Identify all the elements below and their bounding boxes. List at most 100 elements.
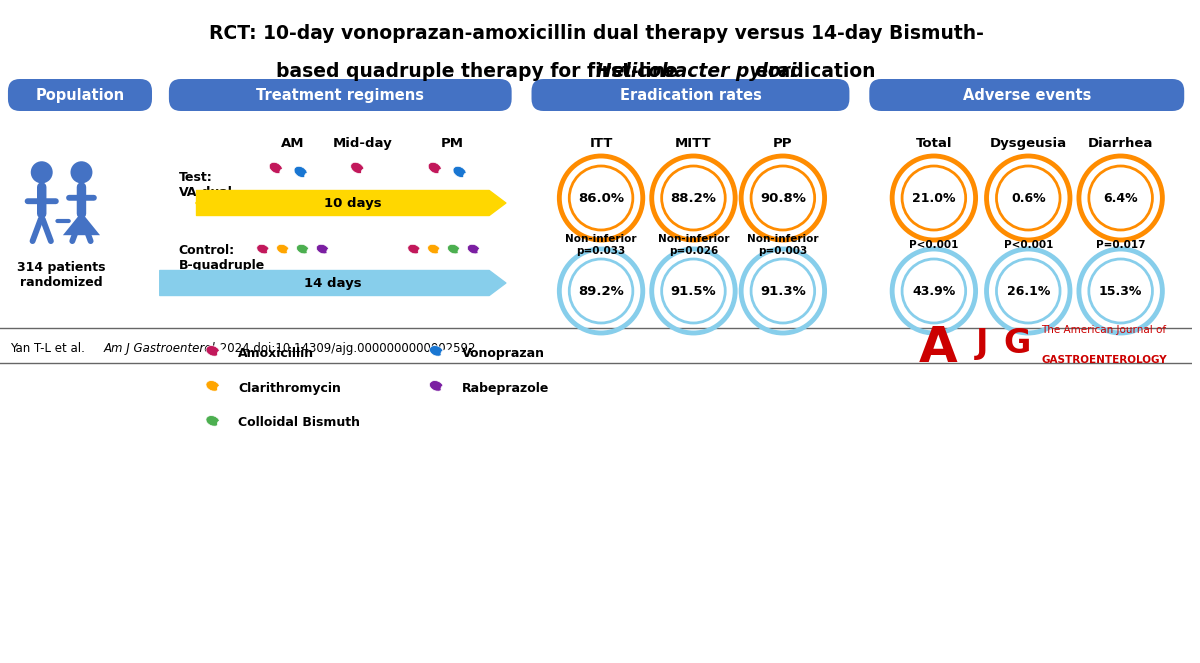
Text: A: A	[919, 324, 958, 372]
Ellipse shape	[206, 345, 220, 356]
Text: P=0.017: P=0.017	[1096, 240, 1145, 250]
Text: PP: PP	[773, 137, 793, 149]
Text: Eradication rates: Eradication rates	[619, 88, 762, 103]
Ellipse shape	[448, 244, 460, 254]
Text: Diarrhea: Diarrhea	[1088, 137, 1153, 149]
Text: Mid-day: Mid-day	[332, 137, 392, 149]
Ellipse shape	[350, 162, 364, 174]
Ellipse shape	[454, 166, 467, 178]
Text: .2024.doi:10.14309/ajg.0000000000002592: .2024.doi:10.14309/ajg.0000000000002592	[216, 341, 476, 355]
Ellipse shape	[419, 248, 431, 258]
Text: Rabeprazole: Rabeprazole	[462, 381, 550, 394]
Text: Control:
B-quadruple: Control: B-quadruple	[179, 244, 265, 272]
Ellipse shape	[440, 350, 455, 361]
Text: 14 days: 14 days	[304, 276, 361, 290]
Ellipse shape	[287, 248, 300, 258]
Text: 43.9%: 43.9%	[912, 284, 955, 298]
Ellipse shape	[458, 248, 470, 258]
Ellipse shape	[326, 248, 340, 258]
Text: Amoxicillin: Amoxicillin	[239, 347, 314, 359]
Ellipse shape	[408, 244, 420, 254]
Text: 6.4%: 6.4%	[1103, 192, 1138, 204]
Text: Vonoprazan: Vonoprazan	[462, 347, 545, 359]
Text: 15.3%: 15.3%	[1099, 284, 1142, 298]
Ellipse shape	[427, 244, 440, 254]
Ellipse shape	[307, 248, 319, 258]
FancyArrowPatch shape	[72, 219, 80, 241]
Text: Am J Gastroenterol: Am J Gastroenterol	[104, 341, 216, 355]
Text: Yan T-L et al.: Yan T-L et al.	[10, 341, 89, 355]
Text: 91.5%: 91.5%	[671, 284, 716, 298]
Ellipse shape	[428, 162, 442, 174]
Ellipse shape	[294, 166, 307, 178]
Ellipse shape	[277, 244, 289, 254]
Text: Treatment regimens: Treatment regimens	[257, 88, 425, 103]
FancyArrowPatch shape	[197, 190, 506, 215]
Text: PM: PM	[440, 137, 463, 149]
FancyArrowPatch shape	[43, 219, 50, 241]
Ellipse shape	[430, 381, 443, 391]
Text: 89.2%: 89.2%	[578, 284, 624, 298]
FancyBboxPatch shape	[869, 79, 1184, 111]
Text: 21.0%: 21.0%	[912, 192, 955, 204]
Text: 314 patients
randomized: 314 patients randomized	[17, 261, 106, 289]
Text: 0.6%: 0.6%	[1010, 192, 1045, 204]
Text: Dysgeusia: Dysgeusia	[990, 137, 1067, 149]
FancyBboxPatch shape	[532, 79, 850, 111]
Text: 10 days: 10 days	[324, 196, 382, 210]
Text: Non-inferior
p=0.003: Non-inferior p=0.003	[748, 234, 818, 256]
Text: Adverse events: Adverse events	[962, 88, 1091, 103]
Text: Non-inferior
p=0.033: Non-inferior p=0.033	[565, 234, 637, 256]
FancyArrowPatch shape	[160, 271, 506, 296]
Text: 90.8%: 90.8%	[760, 192, 805, 204]
Text: Colloidal Bismuth: Colloidal Bismuth	[239, 416, 360, 430]
Circle shape	[71, 161, 92, 184]
Text: 26.1%: 26.1%	[1007, 284, 1050, 298]
Ellipse shape	[439, 168, 452, 180]
Text: based quadruple therapy for first-line: based quadruple therapy for first-line	[276, 62, 685, 80]
Text: P<0.001: P<0.001	[1003, 240, 1052, 250]
Text: Total: Total	[916, 137, 952, 149]
Text: G: G	[1003, 326, 1031, 359]
Text: AM: AM	[281, 137, 305, 149]
Ellipse shape	[217, 350, 232, 361]
Text: ITT: ITT	[589, 137, 613, 149]
Ellipse shape	[296, 244, 310, 254]
Ellipse shape	[257, 244, 269, 254]
FancyArrowPatch shape	[32, 219, 41, 241]
Text: J: J	[976, 326, 988, 359]
Text: Population: Population	[36, 88, 125, 103]
Ellipse shape	[361, 168, 374, 180]
Text: 86.0%: 86.0%	[578, 192, 624, 204]
Ellipse shape	[206, 381, 220, 391]
Circle shape	[31, 161, 53, 184]
Ellipse shape	[478, 248, 491, 258]
Text: P<0.001: P<0.001	[910, 240, 959, 250]
Ellipse shape	[440, 385, 455, 395]
Ellipse shape	[280, 168, 293, 180]
Text: Helicobacter pylori: Helicobacter pylori	[596, 62, 797, 80]
Ellipse shape	[268, 248, 280, 258]
Ellipse shape	[269, 162, 282, 174]
Text: eradication: eradication	[749, 62, 876, 80]
FancyBboxPatch shape	[8, 79, 152, 111]
FancyArrowPatch shape	[83, 219, 91, 241]
Ellipse shape	[217, 420, 232, 430]
Ellipse shape	[463, 172, 476, 184]
Ellipse shape	[305, 172, 318, 184]
Ellipse shape	[217, 385, 232, 395]
Text: Test:
VA-dual: Test: VA-dual	[179, 171, 233, 199]
Text: 88.2%: 88.2%	[671, 192, 716, 204]
Text: Clarithromycin: Clarithromycin	[239, 381, 341, 394]
Ellipse shape	[438, 248, 451, 258]
Ellipse shape	[317, 244, 329, 254]
Text: The American Journal of: The American Journal of	[1042, 325, 1166, 335]
Text: MITT: MITT	[676, 137, 712, 149]
Ellipse shape	[430, 345, 443, 356]
Text: 91.3%: 91.3%	[760, 284, 805, 298]
Polygon shape	[62, 212, 100, 235]
FancyBboxPatch shape	[169, 79, 511, 111]
Ellipse shape	[206, 416, 220, 426]
Text: Non-inferior
p=0.026: Non-inferior p=0.026	[658, 234, 730, 256]
Text: RCT: 10-day vonoprazan-amoxicillin dual therapy versus 14-day Bismuth-: RCT: 10-day vonoprazan-amoxicillin dual …	[209, 23, 984, 42]
